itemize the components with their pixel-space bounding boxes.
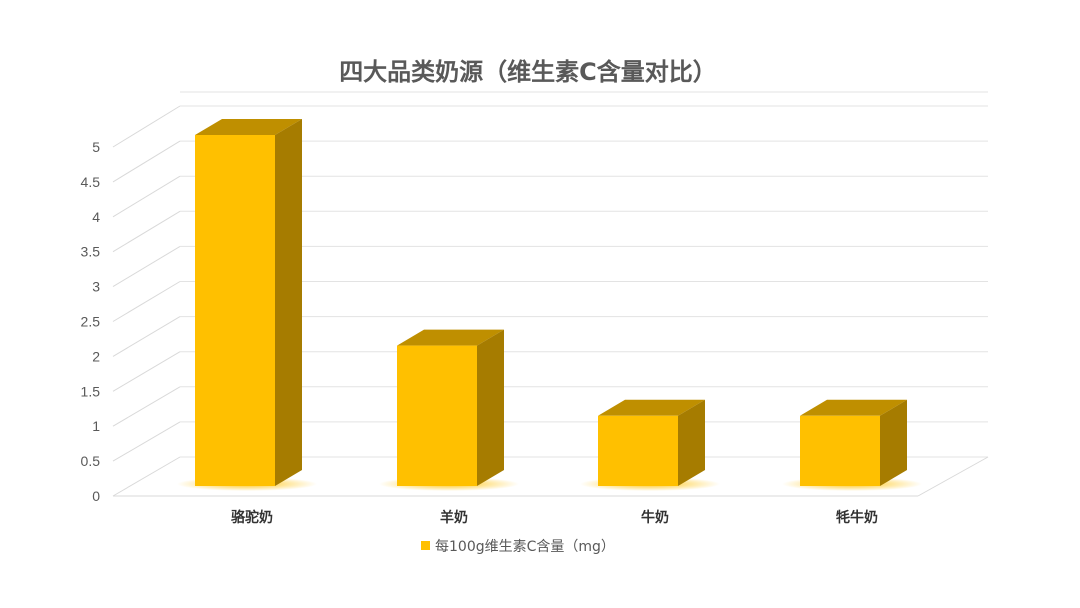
bar xyxy=(598,415,678,486)
y-tick-label: 0 xyxy=(92,488,100,504)
bar-side xyxy=(477,329,504,486)
bar-top xyxy=(195,119,302,135)
legend-label: 每100g维生素C含量（mg） xyxy=(435,539,615,555)
y-tick-label: 5 xyxy=(92,139,100,155)
gridline-diagonal xyxy=(112,140,181,183)
bar-side xyxy=(275,119,302,486)
bar xyxy=(397,345,477,486)
legend-swatch xyxy=(421,541,430,550)
bar-top xyxy=(397,329,504,346)
chart-title: 四大品类奶源（维生素C含量对比） xyxy=(339,58,717,86)
y-tick-label: 0.5 xyxy=(81,453,101,469)
y-tick-label: 1.5 xyxy=(81,383,101,399)
y-tick-label: 2.5 xyxy=(81,314,101,330)
x-axis: 骆驼奶 羊奶 牛奶 牦牛奶 xyxy=(231,509,878,526)
gridlines xyxy=(112,91,989,497)
y-tick-label: 3 xyxy=(92,279,100,295)
y-tick-label: 4.5 xyxy=(81,174,101,190)
x-tick-label: 羊奶 xyxy=(440,509,468,526)
bar-top xyxy=(598,399,705,416)
bar-top xyxy=(800,399,907,416)
x-tick-label: 牛奶 xyxy=(641,509,669,526)
gridline-diagonal xyxy=(112,175,181,218)
bars xyxy=(177,119,922,491)
gridline-diagonal xyxy=(112,316,181,357)
gridline-diagonal xyxy=(112,351,181,392)
y-tick-label: 1 xyxy=(92,418,100,434)
bar xyxy=(800,415,880,486)
bar xyxy=(195,135,275,486)
gridline-diagonal xyxy=(112,281,181,322)
y-axis: 0 0.5 1 1.5 2 2.5 3 3.5 4 4.5 5 xyxy=(81,139,101,504)
y-tick-label: 4 xyxy=(92,209,100,225)
x-tick-label: 骆驼奶 xyxy=(231,509,273,526)
legend: 每100g维生素C含量（mg） xyxy=(421,539,615,555)
y-tick-label: 2 xyxy=(92,348,100,364)
gridline-diagonal xyxy=(112,421,181,462)
gridline-diagonal xyxy=(112,210,181,253)
gridline-diagonal xyxy=(112,456,181,497)
gridline-diagonal xyxy=(112,105,181,148)
bar-side xyxy=(678,399,705,486)
bar-side xyxy=(880,399,907,486)
gridline-diagonal xyxy=(112,386,181,427)
y-tick-label: 3.5 xyxy=(81,244,101,260)
gridline-diagonal xyxy=(112,245,181,288)
x-tick-label: 牦牛奶 xyxy=(836,509,878,526)
floor-edge xyxy=(917,456,989,497)
